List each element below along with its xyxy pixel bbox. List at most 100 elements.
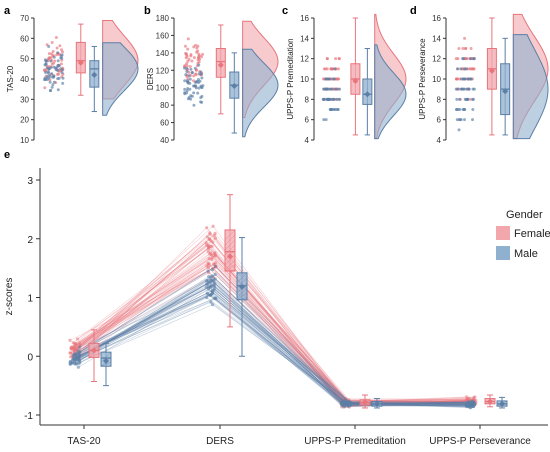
male-point <box>71 357 76 361</box>
male-point <box>200 94 204 98</box>
male-subject-line <box>78 276 474 404</box>
male-point <box>44 70 48 74</box>
panel-label-d: d <box>410 5 417 17</box>
male-subject-line <box>70 281 473 406</box>
male-point <box>184 73 188 77</box>
female-point <box>330 67 334 71</box>
male-point <box>61 76 65 80</box>
female-box-b-mean <box>217 62 224 69</box>
male-point <box>44 78 48 82</box>
y-axis-title: UPPS-P Premeditation <box>286 38 295 119</box>
female-subject-line <box>75 237 471 404</box>
y-tick-label: 50 <box>20 55 29 64</box>
female-point <box>205 235 210 239</box>
y-tick-label: 8 <box>305 95 310 104</box>
female-point <box>43 86 47 90</box>
female-point <box>196 58 200 62</box>
male-point <box>332 108 336 111</box>
female-point <box>334 57 338 61</box>
female-point <box>211 224 215 228</box>
female-subject-line <box>74 244 474 403</box>
male-point <box>197 86 201 90</box>
female-box-e-mean <box>487 398 493 405</box>
male-point <box>472 87 476 91</box>
female-point <box>184 52 188 56</box>
female-point <box>189 53 193 57</box>
female-subject-line <box>74 276 472 403</box>
male-point <box>336 108 340 111</box>
female-subject-line <box>70 266 475 403</box>
male-point <box>52 55 56 59</box>
female-box-d-mean <box>488 67 495 74</box>
male-point <box>333 67 337 71</box>
female-subject-line <box>70 267 472 406</box>
male-point <box>456 87 460 91</box>
female-point <box>53 59 57 63</box>
y-tick-label: 12 <box>300 55 309 64</box>
female-point <box>205 264 209 268</box>
female-point <box>50 52 54 56</box>
male-point <box>322 118 326 122</box>
male-point <box>185 89 189 93</box>
female-point <box>210 257 214 261</box>
male-subject-line <box>78 288 467 406</box>
male-point <box>200 76 204 80</box>
female-subject-line <box>74 255 471 406</box>
male-subject-line <box>74 285 473 406</box>
male-point <box>194 86 198 90</box>
y-tick-label: 180 <box>156 14 170 23</box>
male-point <box>56 59 60 63</box>
male-point <box>47 44 51 48</box>
y-tick-label: 60 <box>20 34 29 43</box>
female-point <box>185 62 189 66</box>
female-point <box>210 244 214 248</box>
male-point <box>78 360 82 365</box>
male-point <box>210 267 215 272</box>
male-point <box>209 300 213 304</box>
female-subject-line <box>70 265 471 407</box>
male-point <box>77 351 81 355</box>
male-point <box>466 77 470 81</box>
male-subject-line <box>79 265 467 407</box>
male-point <box>324 118 328 122</box>
male-point <box>459 67 463 71</box>
female-subject-line <box>74 254 469 403</box>
female-subject-line <box>73 263 476 404</box>
female-point <box>51 49 55 53</box>
male-point <box>471 97 475 101</box>
male-point <box>463 108 467 111</box>
male-subject-line <box>77 294 469 405</box>
female-point <box>457 47 461 50</box>
female-point <box>461 47 465 50</box>
plot-area: 10203040506070TAS-2040608010012014016018… <box>4 13 550 447</box>
y-tick-label: 30 <box>20 95 29 104</box>
male-density <box>374 44 407 140</box>
male-box-e-hatch <box>236 292 248 301</box>
male-point <box>208 293 212 298</box>
male-subject-line <box>78 278 469 403</box>
female-subject-line <box>79 252 469 405</box>
female-point <box>186 47 190 51</box>
y-tick-label: 12 <box>432 55 441 64</box>
male-point <box>188 77 192 81</box>
male-subject-line <box>74 269 474 407</box>
female-point <box>201 52 205 56</box>
y-axis-title: TAS-20 <box>6 65 15 92</box>
male-point <box>46 70 50 74</box>
y-tick-label: 1 <box>27 294 33 305</box>
male-point <box>57 76 61 80</box>
female-subject-line <box>76 248 469 405</box>
male-subject-line <box>72 286 474 404</box>
male-point <box>57 64 61 68</box>
male-point <box>211 278 216 282</box>
male-point <box>44 59 48 63</box>
male-point <box>457 118 461 122</box>
male-point <box>48 80 52 84</box>
female-subject-line <box>71 251 468 404</box>
female-point <box>337 57 341 61</box>
y-tick-label: 8 <box>437 95 442 104</box>
male-point <box>189 97 193 101</box>
male-point <box>199 72 203 76</box>
male-point <box>213 272 217 276</box>
female-point <box>208 252 212 256</box>
